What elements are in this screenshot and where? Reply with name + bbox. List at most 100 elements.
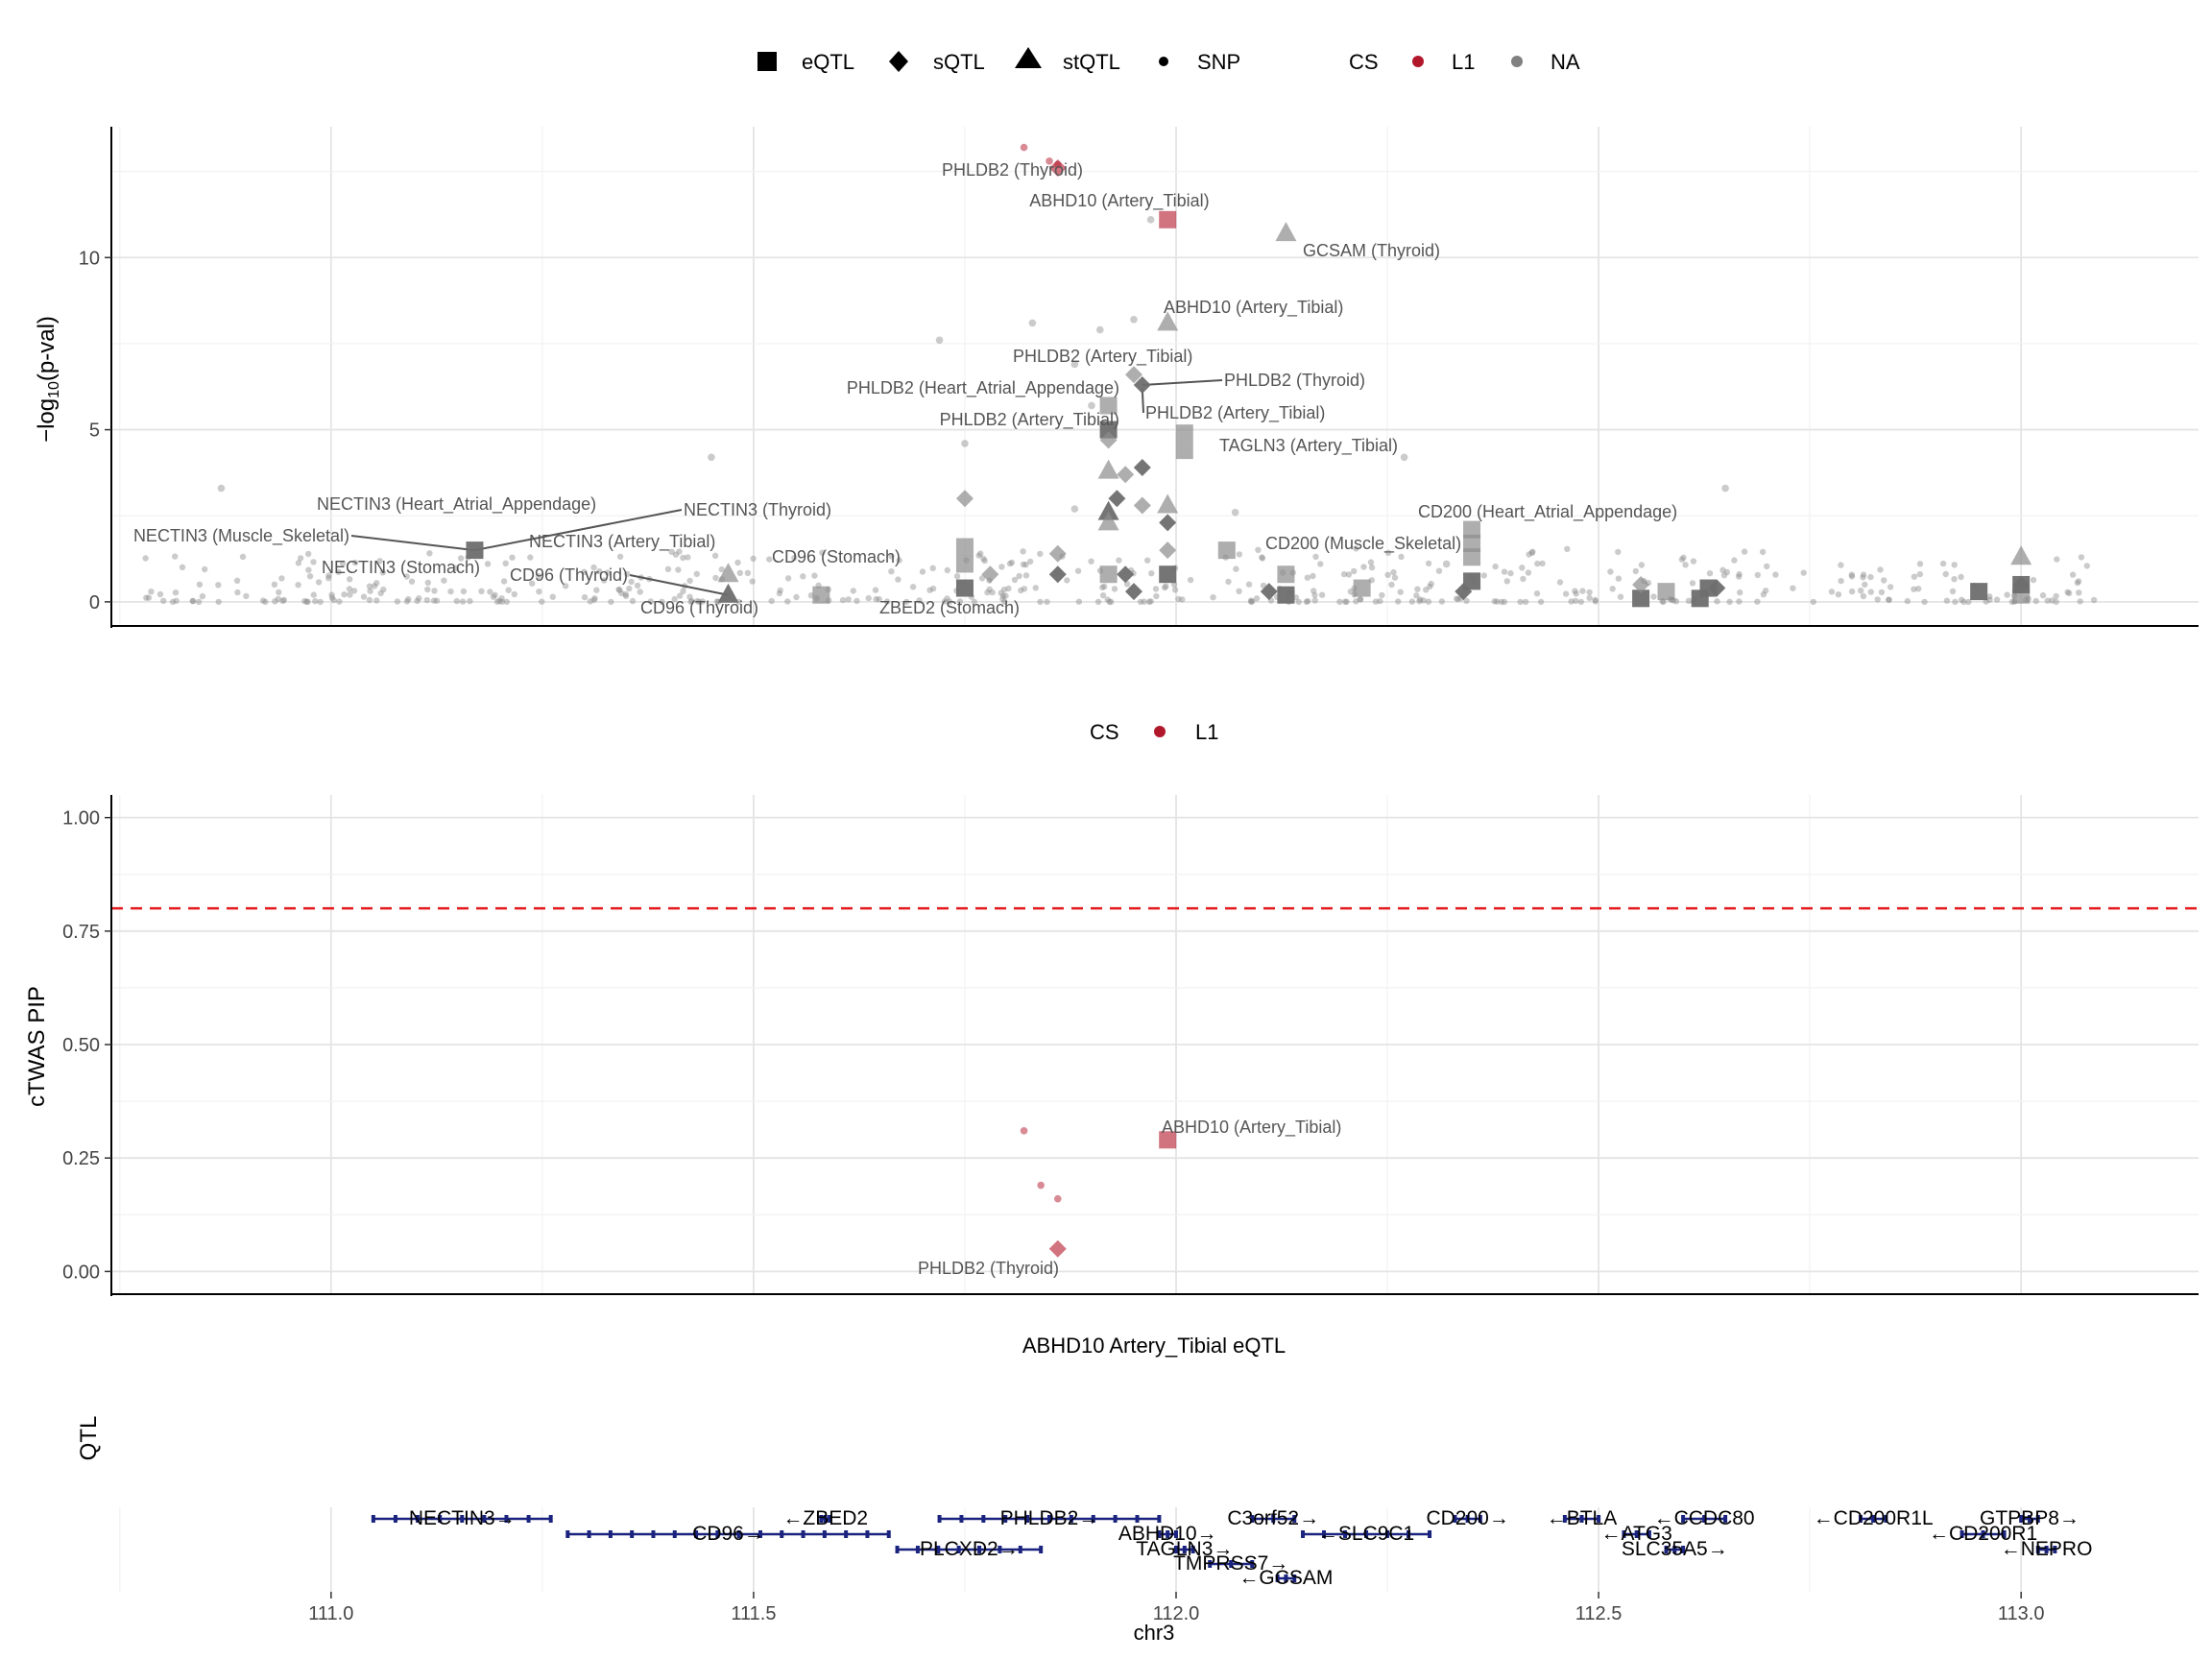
gene-exon [956, 1546, 961, 1553]
snp-point [1310, 572, 1316, 580]
snp-point [1480, 572, 1488, 579]
annotation-leader-line [350, 535, 475, 552]
gene-exon [1407, 1530, 1411, 1538]
snp-point [498, 598, 505, 605]
y-tick-label: 5 [89, 421, 100, 442]
snp-point [315, 579, 323, 586]
gene-exon [2019, 1515, 2024, 1523]
snp-point [1423, 587, 1430, 593]
snp-point [688, 597, 695, 605]
eqtl-square-point [1099, 397, 1118, 415]
snp-point [377, 589, 384, 597]
snp-point [195, 598, 203, 605]
gene-label: C3orf52→ [1227, 1507, 1319, 1529]
snp-point [961, 440, 969, 447]
snp-point [1731, 557, 1738, 564]
eqtl-square-point [1970, 583, 1988, 601]
gene-exon [565, 1530, 570, 1538]
snp-point [800, 573, 806, 580]
sqtl-diamond-point [1632, 575, 1650, 593]
snp-point [1754, 598, 1761, 605]
snp-point [1021, 586, 1028, 592]
snp-point [895, 576, 902, 583]
snp-point [694, 597, 701, 605]
snp-point [1848, 571, 1856, 578]
x-axis-label: chr3 [1134, 1621, 1175, 1645]
snp-point [1303, 598, 1310, 605]
snp-point [1916, 561, 1924, 567]
snp-point [336, 598, 343, 605]
snp-point [1088, 401, 1095, 410]
gene-exon [1960, 1530, 1964, 1538]
snp-point [1573, 590, 1579, 597]
snp-point [271, 581, 278, 588]
snp-point [1762, 588, 1769, 594]
snp-point [1949, 588, 1957, 595]
snp-point [549, 593, 556, 600]
snp-point [734, 559, 741, 566]
snp-point [1247, 597, 1255, 604]
gene-exon [998, 1546, 1002, 1553]
gene-label: CD96→ [692, 1523, 764, 1545]
snp-point [447, 588, 454, 595]
snp-point [1682, 562, 1689, 568]
pip-annotations: ABHD10 (Artery_Tibial) PHLDB2 (Thyroid) [918, 1118, 1341, 1278]
snp-point [1171, 587, 1179, 593]
snp-point [1016, 572, 1022, 580]
eqtl-square-point [955, 579, 974, 597]
snp-point [1417, 596, 1424, 603]
gene-exon [819, 1515, 824, 1523]
snp-point [1249, 598, 1256, 605]
snp-point [1179, 596, 1186, 603]
snp-point [262, 598, 269, 606]
snp-point [1492, 563, 1499, 570]
annotation-leader-line [474, 509, 683, 552]
snp-point [1454, 595, 1460, 602]
snp-point [587, 598, 593, 605]
sqtl-diamond-point [1133, 375, 1151, 394]
eqtl-square-point [466, 541, 484, 560]
sqtl-diamond-point [1117, 565, 1135, 584]
gene-exon [1478, 1515, 1482, 1523]
pip-panel: ABHD10 (Artery_Tibial) PHLDB2 (Thyroid) 0… [24, 795, 2199, 1296]
snp-point [426, 550, 433, 557]
snp-point [297, 555, 304, 562]
gene-exon [2002, 1530, 2007, 1538]
legend-stqtl-label: stQTL [1063, 50, 1120, 74]
sqtl-diamond-point [1108, 490, 1126, 508]
gene-exon [1681, 1515, 1686, 1523]
sqtl-diamond-point [1099, 431, 1118, 449]
gene-exon [1364, 1530, 1369, 1538]
snp-point [1099, 584, 1106, 590]
snp-point [1526, 551, 1532, 558]
snp-point [487, 589, 493, 595]
snp-point [156, 590, 164, 598]
snp-point [1579, 588, 1586, 594]
eqtl-square-point [812, 586, 830, 604]
snp-point [876, 596, 882, 603]
eqtl-square-point [1353, 579, 1371, 597]
snp-point [1885, 596, 1892, 603]
snp-point [1259, 555, 1266, 562]
stqtl-triangle-point [1157, 493, 1179, 514]
gene-label: ←CCDC80 [1654, 1507, 1755, 1529]
snp-point [1862, 581, 1868, 589]
snp-point [998, 564, 1005, 570]
snp-point [303, 598, 310, 605]
snp-point [310, 559, 317, 565]
gene-exon [548, 1515, 553, 1523]
snp-point [749, 578, 756, 585]
snp-point [1741, 548, 1748, 555]
snp-point [376, 558, 383, 565]
snp-point [325, 572, 332, 579]
legend-cs-l1-label: L1 [1452, 50, 1475, 74]
snp-point [328, 591, 335, 598]
snp-point [1225, 578, 1232, 586]
snp-point [172, 589, 180, 596]
gene-exon [694, 1530, 699, 1538]
snp-point [850, 588, 856, 594]
snp-point [1248, 598, 1255, 606]
legend-snp-dot-icon [1159, 57, 1168, 66]
sqtl-diamond-point [1455, 583, 1473, 601]
snp-point [1053, 1194, 1062, 1203]
